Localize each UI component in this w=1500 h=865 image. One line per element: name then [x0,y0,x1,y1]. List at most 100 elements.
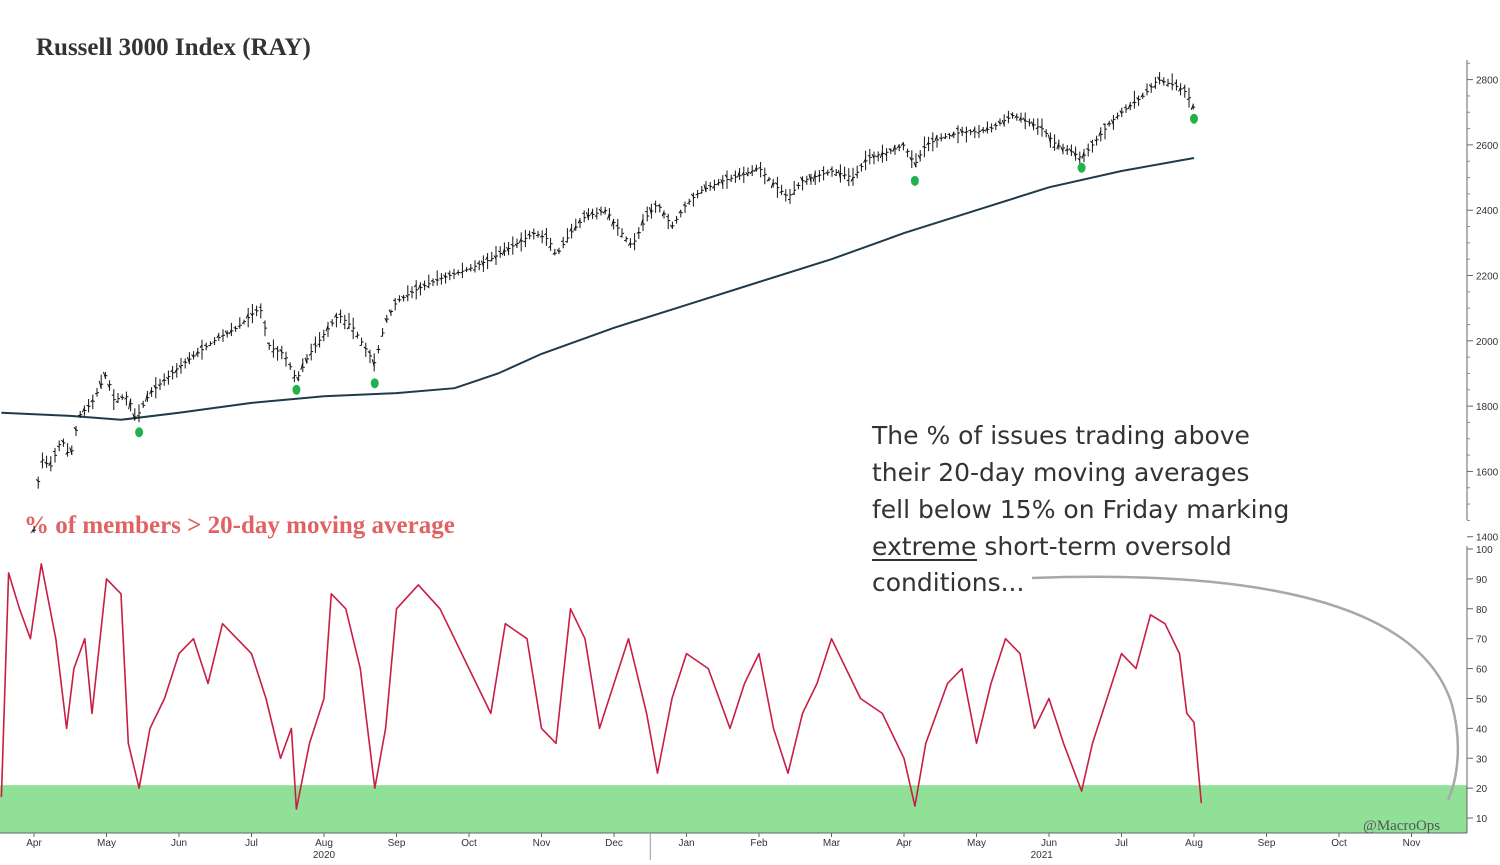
price-bar [1002,114,1006,126]
price-bar [259,303,263,318]
price-bar [855,166,859,179]
price-bar [628,238,632,248]
price-bar-open [376,349,378,350]
price-bar [1116,113,1120,120]
price-bar [985,122,989,134]
price-bar [578,218,582,228]
price-bar [729,175,733,182]
price-bar [775,177,779,198]
price-bar [486,253,490,269]
price-bar [129,399,133,412]
annotation-line-2: their 20-day moving averages [872,458,1249,487]
price-bar [616,219,620,236]
price-bar [956,125,960,143]
price-bar [960,127,964,136]
price-bar [570,224,574,239]
price-bar [137,404,141,422]
price-y-tick-label: 2200 [1476,272,1499,283]
price-bar [465,267,469,272]
price-bar [397,295,401,302]
price-bar [414,280,418,299]
price-bar [1090,140,1094,153]
price-bar [444,272,448,283]
price-bar [196,348,200,357]
price-bar [1032,119,1036,131]
price-bar [553,249,557,256]
price-bar [355,332,359,339]
price-bar [213,337,217,345]
price-bar [649,204,653,219]
price-bar [507,242,511,255]
price-bar [612,219,616,230]
price-y-tick-label: 1800 [1476,402,1499,413]
price-bar [536,231,540,238]
price-y-tick-label: 2000 [1476,337,1499,348]
price-bar [389,310,393,316]
price-bar [796,182,800,189]
x-tick-label: Mar [823,838,841,849]
price-bar [477,260,481,270]
price-bar-open [1166,85,1168,86]
price-y-tick-label: 2800 [1476,76,1499,87]
price-bar [225,330,229,337]
x-tick-label: Dec [605,838,623,849]
price-bar [633,233,637,250]
x-tick-label: Apr [896,838,912,849]
price-bar [502,242,506,256]
moving-average-line [1,158,1194,420]
price-bar-open [624,240,626,241]
price-bar [280,346,284,359]
price-bar [708,182,712,191]
price-bar-open [969,130,971,131]
price-bar [750,165,754,176]
price-bar [242,320,246,325]
price-bar [1187,88,1191,108]
price-bar [830,166,834,176]
price-bar [1170,73,1174,90]
price-bar [885,148,889,161]
price-bar [448,271,452,281]
x-tick-label: Nov [533,838,551,849]
price-bar [1095,136,1099,146]
price-bar [175,363,179,378]
price-bar [385,315,389,323]
breadth-chart-title: % of members > 20-day moving average [24,512,455,539]
price-bar [599,207,603,216]
price-bar [246,308,250,327]
breadth-y-tick-label: 90 [1476,575,1488,586]
price-bar [1120,108,1124,118]
price-bar [263,320,267,336]
price-bar [700,186,704,194]
credit-label: @MacroOps [1363,818,1440,834]
price-bar [376,345,380,353]
price-bar [696,190,700,198]
x-tick-label: Apr [26,838,42,849]
price-bar [1153,77,1157,89]
price-bar [1166,79,1170,87]
price-bar [330,319,334,326]
price-bar-open [1170,83,1172,84]
price-bar [1191,104,1195,110]
price-bar [918,150,922,162]
price-bar [271,339,275,357]
price-bar [179,358,183,374]
annotation-arrow [1032,577,1458,800]
x-tick-label: Jan [678,838,694,849]
price-bar [1124,104,1128,113]
price-bar [145,391,149,402]
price-bar [431,278,435,286]
price-bar [322,330,326,342]
price-bar [87,399,91,412]
price-bar [305,354,309,363]
price-bar [187,352,191,364]
low-marker [1190,114,1198,124]
price-bar [532,229,536,240]
price-bar [99,375,103,389]
price-bar [658,204,662,213]
price-bar-open [729,180,731,181]
price-bar [1111,115,1115,130]
price-bar [490,252,494,261]
oversold-band [0,785,1467,833]
price-bar [523,230,527,247]
